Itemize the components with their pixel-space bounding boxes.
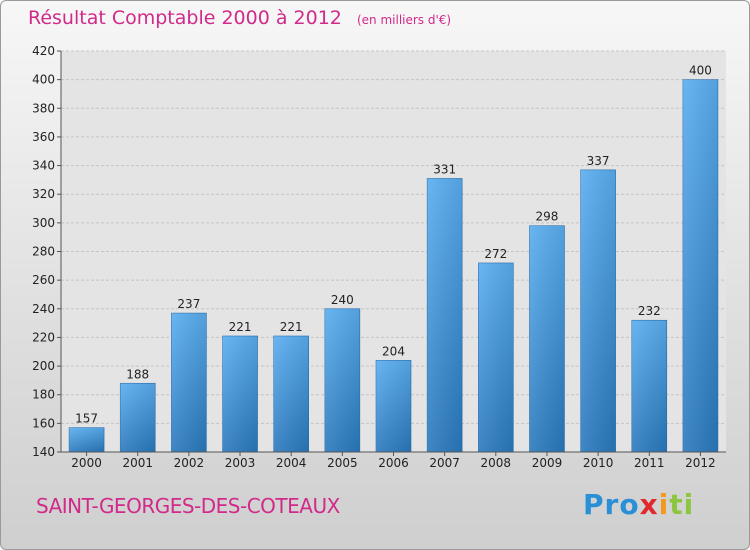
y-tick-label: 240	[32, 302, 55, 316]
y-tick-label: 420	[32, 44, 55, 58]
chart-title: Résultat Comptable 2000 à 2012	[28, 7, 342, 29]
y-tick-label: 160	[32, 416, 55, 430]
logo-part-2: x	[639, 488, 659, 521]
logo-part-3: i	[658, 488, 670, 521]
bar-shade	[580, 169, 616, 452]
data-label: 240	[331, 293, 354, 307]
x-tick-label: 2002	[174, 456, 205, 470]
bar-shade	[324, 308, 360, 452]
bar-shade	[120, 383, 156, 452]
data-label: 221	[229, 320, 252, 334]
x-tick-label: 2009	[532, 456, 563, 470]
title-row: Résultat Comptable 2000 à 2012 (en milli…	[28, 7, 451, 29]
y-tick-label: 400	[32, 73, 55, 87]
bar-shade	[69, 427, 105, 452]
data-label: 298	[536, 210, 559, 224]
logo-part-1: Pro	[583, 488, 640, 521]
data-label: 221	[280, 320, 303, 334]
x-tick-label: 2005	[327, 456, 358, 470]
bar-shade	[376, 360, 411, 452]
y-tick-label: 320	[32, 187, 55, 201]
y-tick-label: 360	[32, 130, 55, 144]
y-tick-label: 380	[32, 101, 55, 115]
chart-subtitle: (en milliers d'€)	[356, 13, 452, 27]
x-tick-label: 2000	[71, 456, 102, 470]
x-tick-label: 2008	[481, 456, 512, 470]
data-label: 188	[126, 367, 149, 381]
logo-part-4: ti	[669, 488, 695, 521]
x-tick-label: 2001	[122, 456, 153, 470]
x-tick-label: 2007	[429, 456, 460, 470]
data-label: 204	[382, 344, 405, 358]
y-tick-label: 220	[32, 330, 55, 344]
x-tick-label: 2003	[225, 456, 256, 470]
data-label: 157	[75, 412, 98, 426]
y-tick-label: 280	[32, 245, 55, 259]
x-tick-label: 2006	[378, 456, 409, 470]
bar-shade	[478, 262, 514, 452]
bar-shade	[273, 335, 309, 452]
data-label: 337	[587, 154, 610, 168]
x-tick-label: 2011	[634, 456, 665, 470]
bar-shade	[682, 79, 718, 453]
bar-shade	[631, 320, 667, 452]
data-label: 331	[433, 162, 456, 176]
x-tick-label: 2010	[583, 456, 614, 470]
data-label: 237	[177, 297, 200, 311]
bar-shade	[427, 178, 463, 453]
y-tick-label: 340	[32, 159, 55, 173]
commune-name: SAINT-GEORGES-DES-COTEAUX	[36, 494, 340, 518]
y-tick-label: 260	[32, 273, 55, 287]
data-label: 232	[638, 304, 661, 318]
y-tick-label: 180	[32, 388, 55, 402]
bar-shade	[529, 225, 565, 452]
proxiti-logo: Proxiti	[583, 488, 694, 521]
y-tick-label: 300	[32, 216, 55, 230]
data-label: 400	[689, 64, 712, 78]
y-tick-label: 200	[32, 359, 55, 373]
y-tick-label: 140	[32, 445, 55, 459]
x-tick-label: 2012	[685, 456, 716, 470]
bar-shade	[222, 335, 258, 452]
x-tick-label: 2004	[276, 456, 307, 470]
bar-shade	[171, 313, 207, 452]
data-label: 272	[484, 247, 507, 261]
